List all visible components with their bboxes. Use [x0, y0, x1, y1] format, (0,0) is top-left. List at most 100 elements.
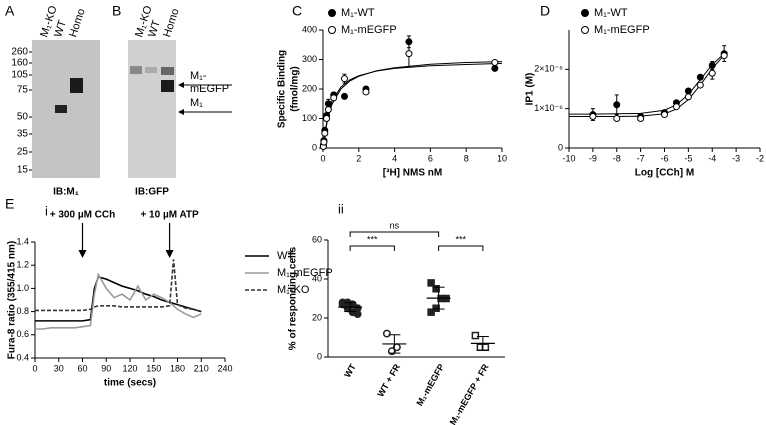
band — [145, 67, 157, 73]
x-tick-label: 180 — [170, 363, 185, 373]
bracket — [349, 231, 440, 237]
point — [471, 331, 480, 340]
point — [362, 88, 370, 96]
arrow-head — [178, 109, 184, 115]
x-tick-label: 90 — [101, 363, 111, 373]
legend-label: WT — [277, 250, 294, 262]
point — [720, 52, 728, 60]
blot-b — [128, 40, 176, 178]
trace — [35, 275, 202, 322]
marker-label: 50 — [17, 112, 29, 123]
legend-symbol — [328, 9, 336, 17]
point — [684, 93, 692, 101]
point — [696, 73, 704, 81]
y-tick-label: 400 — [302, 24, 317, 34]
point — [661, 111, 668, 119]
band-label: M₁ — [190, 97, 203, 109]
x-tick-label: 0 — [32, 363, 37, 373]
point — [684, 87, 692, 95]
point — [323, 115, 331, 122]
y-tick-label: 40 — [312, 273, 322, 283]
x-tick-label: 210 — [194, 363, 209, 373]
y-tick-label: 20 — [312, 312, 322, 322]
y-tick-label: 2×10⁻⁶ — [534, 64, 563, 74]
bracket — [349, 245, 395, 251]
x-tick-label: 150 — [146, 363, 161, 373]
arrow-head — [178, 82, 184, 88]
x-axis-label: Log [CCh] M — [635, 168, 694, 179]
x-axis-label: time (secs) — [104, 378, 156, 389]
x-tick-label: 8 — [464, 153, 469, 163]
point — [427, 308, 435, 316]
legend-label: M₁-KO — [277, 284, 310, 296]
x-tick-label: -7 — [637, 153, 645, 163]
band — [161, 80, 174, 92]
trace — [35, 272, 202, 330]
y-tick-label: 0.8 — [16, 306, 29, 316]
x-tick-label: -4 — [708, 153, 716, 163]
x-tick-label: WT — [342, 362, 358, 380]
point — [672, 103, 680, 111]
x-tick-label: 2 — [356, 153, 361, 163]
band — [55, 105, 67, 113]
y-tick-label: 1.4 — [16, 236, 29, 246]
significance: *** — [455, 234, 466, 244]
y-tick-label: 100 — [302, 113, 317, 123]
marker-label: 105 — [11, 70, 28, 81]
lane-label: Homo — [67, 7, 87, 39]
arrow-head — [165, 250, 174, 258]
point — [589, 113, 597, 121]
point — [613, 115, 621, 122]
x-tick-label: 240 — [217, 363, 232, 373]
panel-label: E — [5, 196, 14, 212]
band — [70, 78, 83, 93]
x-tick-label: -9 — [589, 153, 597, 163]
arrow-head — [78, 250, 87, 258]
x-tick-label: -8 — [613, 153, 621, 163]
point — [320, 138, 328, 146]
y-tick-label: 1.2 — [16, 260, 29, 270]
x-tick-label: -6 — [660, 153, 668, 163]
y-tick-label: 0.6 — [16, 329, 29, 339]
annotation: + 10 µM ATP — [140, 210, 199, 221]
panel-label: A — [5, 3, 15, 19]
marker-label: 75 — [17, 85, 29, 96]
y-tick-label: 1.0 — [16, 283, 29, 293]
point — [491, 64, 499, 72]
annotation: + 300 µM CCh — [50, 210, 116, 221]
point — [324, 106, 332, 114]
point — [330, 94, 338, 102]
legend-label: M₁-WT — [341, 7, 375, 19]
point — [382, 329, 391, 338]
band — [130, 66, 142, 74]
x-tick-label: 120 — [122, 363, 137, 373]
y-axis-label: Fura-8 ratio (355/415 nm) — [7, 241, 18, 359]
legend-symbol — [581, 9, 589, 17]
point — [405, 50, 413, 58]
y-tick-label: 0 — [558, 142, 563, 152]
lane-label: WT — [52, 19, 69, 39]
significance: ns — [390, 220, 400, 230]
marker-label: 260 — [11, 47, 28, 58]
point — [340, 75, 348, 83]
sub-panel-label: ii — [338, 201, 344, 216]
marker-label: 160 — [11, 58, 28, 69]
marker-label: 15 — [17, 165, 29, 176]
marker-label: 35 — [17, 129, 29, 140]
legend-symbol — [328, 26, 336, 34]
x-tick-label: 60 — [77, 363, 87, 373]
point — [491, 58, 499, 66]
x-tick-label: 6 — [428, 153, 433, 163]
y-axis-label: Specific Binding — [277, 50, 288, 128]
y-tick-label: 0 — [317, 351, 322, 361]
x-tick-label: M₁-mEGFP — [414, 362, 446, 407]
y-axis-label: IP1 (M) — [525, 73, 536, 106]
point — [340, 92, 348, 100]
point — [427, 279, 435, 287]
lane-label: WT — [146, 19, 163, 39]
y-tick-label: 0.4 — [16, 352, 29, 362]
x-tick-label: -2 — [756, 153, 764, 163]
y-tick-label: 60 — [312, 234, 322, 244]
fit-line — [322, 62, 503, 149]
